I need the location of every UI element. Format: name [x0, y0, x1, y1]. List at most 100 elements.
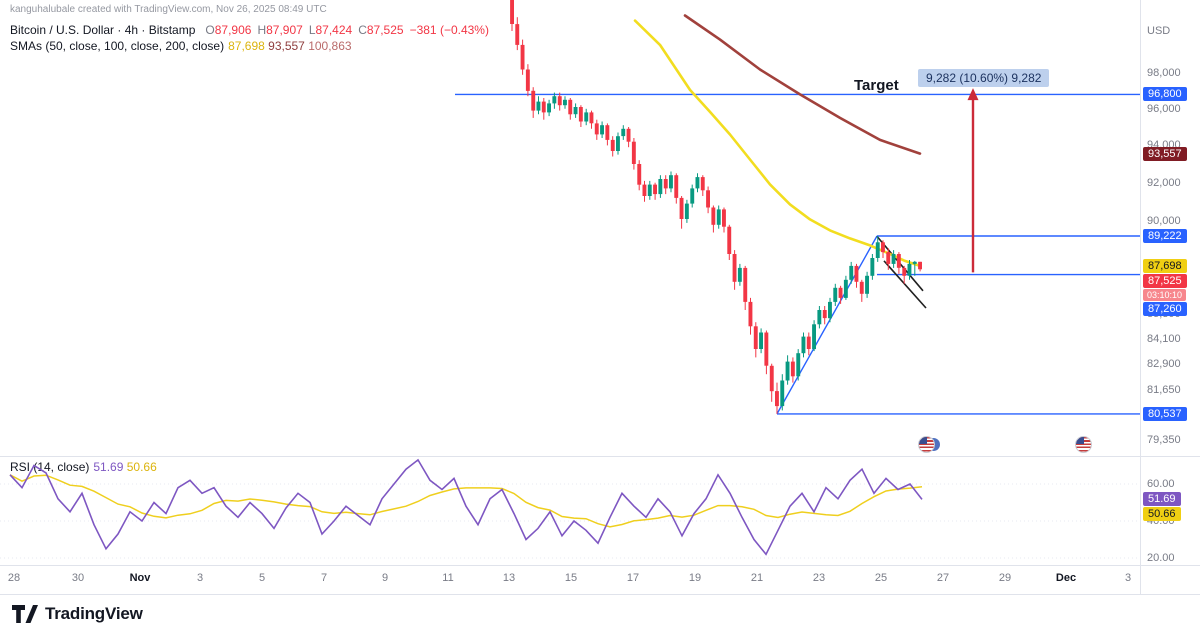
pane-separator[interactable]: [0, 565, 1200, 566]
candle-body: [722, 209, 726, 227]
candle-body: [838, 287, 843, 298]
candle-body: [631, 141, 636, 164]
open-label: O: [205, 23, 215, 37]
rsi-ma-value: 50.66: [126, 460, 157, 474]
close-value: 87,525: [366, 23, 404, 37]
rsi-legend-label: RSI (14, close): [10, 460, 90, 474]
price-badge-96,800: 96,800: [1143, 87, 1187, 101]
rsi-tick-20.00: 20.00: [1147, 552, 1175, 564]
open-value: 87,906: [214, 23, 252, 37]
candle-body: [859, 281, 864, 294]
candle-body: [594, 123, 599, 135]
sma200-value: 100,863: [308, 39, 352, 53]
candle-body: [510, 0, 514, 25]
candle-body: [520, 44, 525, 70]
symbol-legend[interactable]: Bitcoin / U.S. Dollar · 4h · Bitstamp O87…: [10, 23, 489, 37]
candle-body: [658, 179, 663, 195]
candle-body: [727, 226, 732, 254]
close-label: C: [358, 23, 367, 37]
candle-body: [775, 391, 779, 407]
candle-body: [584, 112, 589, 122]
candle-body: [515, 24, 520, 45]
candle-body: [886, 252, 891, 264]
axis-separator: [1140, 0, 1141, 594]
candle-body: [912, 261, 917, 264]
candle-body: [637, 164, 642, 185]
time-axis[interactable]: 28 30 Nov 3 5 7 9 11 13 15 17 19 21 23 25 27 29 Dec 3: [0, 566, 1140, 593]
brand-name[interactable]: TradingView: [45, 603, 143, 623]
candle-body: [605, 125, 610, 140]
target-arrow-head: [967, 88, 979, 101]
rsi-value: 51.69: [93, 460, 124, 474]
sma-100-line[interactable]: [683, 14, 922, 155]
low-value: 87,424: [315, 23, 353, 37]
ascending-trendline[interactable]: [776, 235, 878, 415]
candle-body: [907, 263, 912, 276]
candle-body: [621, 128, 626, 137]
sma-50-line[interactable]: [633, 19, 922, 268]
time-tick-5: 5: [258, 572, 266, 584]
candle-body: [716, 209, 721, 225]
us-flag-event-icon[interactable]: [1075, 436, 1092, 453]
candle-body: [828, 301, 832, 319]
price-badge-87,260: 87,260: [1143, 302, 1187, 316]
candle-body: [695, 177, 700, 189]
pane-separator[interactable]: [0, 456, 1200, 457]
candle-body: [525, 69, 530, 91]
candle-body: [759, 332, 763, 349]
price-tick-84,100: 84,100: [1147, 333, 1181, 345]
price-tick-92,000: 92,000: [1147, 177, 1181, 189]
us-flag-event-icon[interactable]: [918, 436, 935, 453]
time-tick-7: 7: [320, 572, 328, 584]
candle-body: [706, 190, 710, 208]
candle-body: [833, 287, 838, 302]
candle-body: [563, 99, 567, 106]
time-tick-21: 21: [750, 572, 764, 584]
candle-body: [669, 175, 673, 189]
candle-body: [737, 267, 742, 282]
price-axis[interactable]: USD 98,00096,00094,00092,00090,00085,300…: [1141, 0, 1200, 594]
candle-body: [684, 203, 689, 219]
candle-body: [557, 96, 562, 106]
rsi-canvas[interactable]: [0, 457, 1140, 565]
candle-body: [578, 107, 583, 122]
price-tick-90,000: 90,000: [1147, 215, 1181, 227]
candle-body: [653, 184, 657, 195]
sma-legend-label: SMAs (50, close, 100, close, 200, close): [10, 39, 225, 53]
candle-body: [674, 175, 679, 198]
time-tick-15: 15: [564, 572, 578, 584]
candle-body: [865, 275, 869, 294]
candle-body: [616, 136, 620, 151]
price-badge-03:10:10: 03:10:10: [1143, 289, 1187, 301]
price-chart-canvas[interactable]: [0, 0, 1140, 456]
candle-body: [690, 188, 695, 204]
candle-body: [711, 207, 716, 225]
price-badge-87,698: 87,698: [1143, 259, 1187, 273]
candle-body: [896, 254, 901, 268]
candle-body: [918, 261, 922, 270]
time-tick-13: 13: [502, 572, 516, 584]
candle-body: [806, 336, 811, 349]
candle-body: [812, 324, 816, 350]
candle-body: [748, 301, 753, 327]
rsi-badge-50.66: 50.66: [1143, 507, 1181, 521]
price-range-badge[interactable]: 9,282 (10.60%) 9,282: [918, 69, 1050, 87]
sma-legend[interactable]: SMAs (50, close, 100, close, 200, close)…: [10, 39, 352, 53]
high-label: H: [257, 23, 267, 37]
rsi-ma-line[interactable]: [9, 474, 923, 528]
flag-lower-line[interactable]: [883, 260, 927, 309]
target-label[interactable]: Target: [854, 77, 899, 94]
tradingview-logo-icon[interactable]: [12, 604, 38, 623]
time-tick-23: 23: [812, 572, 826, 584]
candle-body: [764, 332, 769, 366]
footer-bar: TradingView: [0, 594, 1200, 632]
candle-body: [790, 361, 795, 377]
time-tick-3: 3: [196, 572, 204, 584]
price-badge-93,557: 93,557: [1143, 147, 1187, 161]
rsi-legend[interactable]: RSI (14, close) 51.69 50.66: [10, 460, 157, 474]
time-tick-19: 19: [688, 572, 702, 584]
candle-body: [541, 101, 546, 113]
change-value: −381 (−0.43%): [409, 23, 489, 37]
rsi-line[interactable]: [9, 458, 923, 556]
candle-body: [870, 258, 875, 276]
